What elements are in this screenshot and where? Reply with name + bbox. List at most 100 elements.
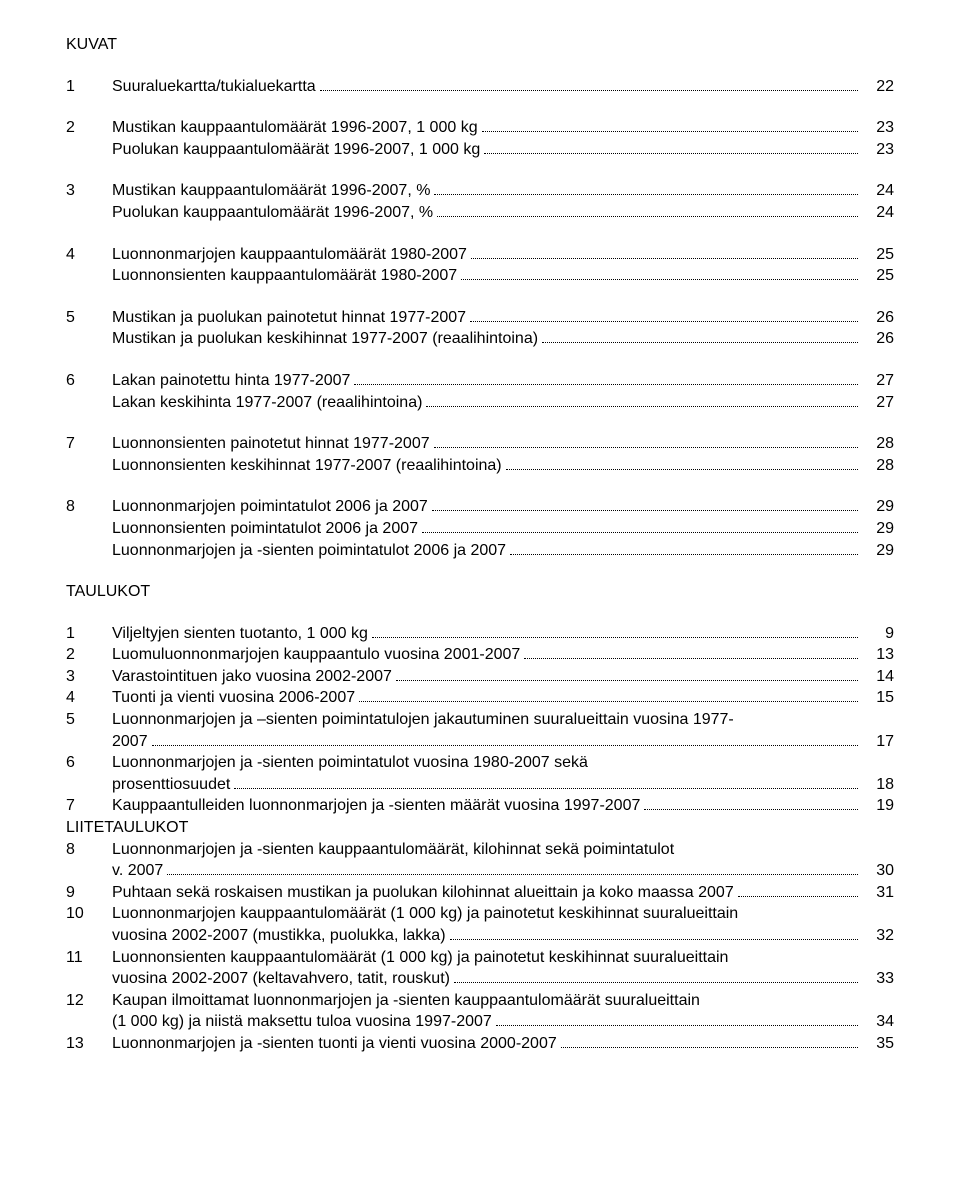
toc-line: 2Luomuluonnonmarjojen kauppaantulo vuosi… — [66, 644, 894, 666]
dot-leader — [167, 863, 858, 875]
toc-line: Lakan keskihinta 1977-2007 (reaalihintoi… — [66, 392, 894, 414]
toc-line: prosenttiosuudet 18 — [66, 774, 894, 796]
dot-leader — [434, 183, 858, 195]
toc-line: Luonnonmarjojen ja -sienten poimintatulo… — [66, 540, 894, 562]
entry-text-col: Mustikan kauppaantulomäärät 1996-2007, 1… — [112, 117, 862, 139]
entry-label: Luonnonmarjojen ja -sienten poimintatulo… — [112, 540, 506, 562]
entry-text-col: Luonnonmarjojen poimintatulot 2006 ja 20… — [112, 496, 862, 518]
entry-page: 32 — [862, 925, 894, 947]
toc-line: 9Puhtaan sekä roskaisen mustikan ja puol… — [66, 882, 894, 904]
entry-page: 29 — [862, 496, 894, 518]
dot-leader — [738, 885, 858, 897]
toc-line: 6Lakan painotettu hinta 1977-200727 — [66, 370, 894, 392]
entry-text-col: vuosina 2002-2007 (mustikka, puolukka, l… — [112, 925, 862, 947]
entry-text-col: v. 2007 — [112, 860, 862, 882]
dot-leader — [482, 120, 858, 132]
entry-page: 27 — [862, 370, 894, 392]
entry-page: 23 — [862, 139, 894, 161]
entry-page: 35 — [862, 1033, 894, 1055]
toc-entry: 5Mustikan ja puolukan painotetut hinnat … — [66, 307, 894, 350]
entry-number: 6 — [66, 370, 112, 392]
toc-line: Luonnonsienten keskihinnat 1977-2007 (re… — [66, 455, 894, 477]
entry-number: 12 — [66, 990, 112, 1012]
toc-line: 13Luonnonmarjojen ja -sienten tuonti ja … — [66, 1033, 894, 1055]
entry-number: 13 — [66, 1033, 112, 1055]
toc-entry: 3Mustikan kauppaantulomäärät 1996-2007, … — [66, 180, 894, 223]
entry-page: 25 — [862, 244, 894, 266]
toc-line: 8Luonnonmarjojen poimintatulot 2006 ja 2… — [66, 496, 894, 518]
entry-text-col: Luonnonsienten kauppaantulomäärät 1980-2… — [112, 265, 862, 287]
entry-page: 15 — [862, 687, 894, 709]
entry-number: 6 — [66, 752, 112, 774]
entry-label: Kaupan ilmoittamat luonnonmarjojen ja -s… — [112, 990, 700, 1012]
toc-entry: 7Luonnonsienten painotetut hinnat 1977-2… — [66, 433, 894, 476]
entry-number: 9 — [66, 882, 112, 904]
entry-number: 3 — [66, 666, 112, 688]
entry-number: 10 — [66, 903, 112, 925]
toc-entry: 5Luonnonmarjojen ja –sienten poimintatul… — [66, 709, 894, 752]
toc-entry: 1Suuraluekartta/tukialuekartta22 — [66, 76, 894, 98]
entry-number: 1 — [66, 623, 112, 645]
heading-taulukot: TAULUKOT — [66, 581, 894, 603]
toc-entry: 7Kauppaantulleiden luonnonmarjojen ja -s… — [66, 795, 894, 817]
entry-text-col: Luonnonmarjojen kauppaantulomäärät 1980-… — [112, 244, 862, 266]
dot-leader — [644, 798, 858, 810]
dot-leader — [359, 690, 858, 702]
entry-page: 24 — [862, 180, 894, 202]
toc-line: 4Tuonti ja vienti vuosina 2006-200715 — [66, 687, 894, 709]
entry-number: 7 — [66, 795, 112, 817]
toc-entry: 6Luonnonmarjojen ja -sienten poimintatul… — [66, 752, 894, 795]
entry-text-col: Luonnonsienten poimintatulot 2006 ja 200… — [112, 518, 862, 540]
entry-label: prosenttiosuudet — [112, 774, 230, 796]
entry-text-col: Luonnonmarjojen kauppaantulomäärät (1 00… — [112, 903, 862, 925]
entry-text-col: Luonnonsienten kauppaantulomäärät (1 000… — [112, 947, 862, 969]
dot-leader — [510, 542, 858, 554]
toc-line: 6Luonnonmarjojen ja -sienten poimintatul… — [66, 752, 894, 774]
entry-label: Luonnonsienten kauppaantulomäärät 1980-2… — [112, 265, 457, 287]
toc-line: v. 200730 — [66, 860, 894, 882]
entry-number: 8 — [66, 839, 112, 861]
toc-entry: 12Kaupan ilmoittamat luonnonmarjojen ja … — [66, 990, 894, 1033]
entry-label: Puolukan kauppaantulomäärät 1996-2007, 1… — [112, 139, 480, 161]
dot-leader — [471, 246, 858, 258]
entry-page: 28 — [862, 455, 894, 477]
entry-label: 2007 — [112, 731, 148, 753]
toc-line: 7Kauppaantulleiden luonnonmarjojen ja -s… — [66, 795, 894, 817]
toc-entry: 4Tuonti ja vienti vuosina 2006-200715 — [66, 687, 894, 709]
toc-entry: 6Lakan painotettu hinta 1977-200727Lakan… — [66, 370, 894, 413]
toc-entry: 8Luonnonmarjojen ja -sienten kauppaantul… — [66, 839, 894, 882]
toc-entry: 10Luonnonmarjojen kauppaantulomäärät (1 … — [66, 903, 894, 946]
entry-label: Luonnonmarjojen kauppaantulomäärät 1980-… — [112, 244, 467, 266]
entry-text-col: Luonnonmarjojen ja -sienten poimintatulo… — [112, 540, 862, 562]
liite-list: 8Luonnonmarjojen ja -sienten kauppaantul… — [66, 839, 894, 1055]
entry-text-col: Kauppaantulleiden luonnonmarjojen ja -si… — [112, 795, 862, 817]
entry-number: 4 — [66, 687, 112, 709]
entry-page: 27 — [862, 392, 894, 414]
kuvat-list: 1Suuraluekartta/tukialuekartta22 2Mustika… — [66, 76, 894, 562]
entry-label: v. 2007 — [112, 860, 163, 882]
toc-line: 5Mustikan ja puolukan painotetut hinnat … — [66, 307, 894, 329]
toc-line: 1Viljeltyjen sienten tuotanto, 1 000 kg9 — [66, 623, 894, 645]
dot-leader — [426, 394, 858, 406]
dot-leader — [561, 1036, 858, 1048]
entry-page: 31 — [862, 882, 894, 904]
entry-label: Kauppaantulleiden luonnonmarjojen ja -si… — [112, 795, 640, 817]
entry-page: 26 — [862, 328, 894, 350]
entry-label: Lakan keskihinta 1977-2007 (reaalihintoi… — [112, 392, 422, 414]
entry-text-col: Varastointituen jako vuosina 2002-2007 — [112, 666, 862, 688]
dot-leader — [461, 268, 858, 280]
entry-text-col: Luonnonsienten painotetut hinnat 1977-20… — [112, 433, 862, 455]
entry-text-col: Luonnonmarjojen ja -sienten tuonti ja vi… — [112, 1033, 862, 1055]
toc-entry: 2Mustikan kauppaantulomäärät 1996-2007, … — [66, 117, 894, 160]
entry-label: Mustikan ja puolukan painotetut hinnat 1… — [112, 307, 466, 329]
entry-page: 18 — [862, 774, 894, 796]
entry-text-col: Puolukan kauppaantulomäärät 1996-2007, % — [112, 202, 862, 224]
entry-page: 34 — [862, 1011, 894, 1033]
entry-text-col: Luomuluonnonmarjojen kauppaantulo vuosin… — [112, 644, 862, 666]
entry-label: Puhtaan sekä roskaisen mustikan ja puolu… — [112, 882, 734, 904]
entry-page: 22 — [862, 76, 894, 98]
dot-leader — [437, 205, 858, 217]
entry-text-col: Puhtaan sekä roskaisen mustikan ja puolu… — [112, 882, 862, 904]
toc-line: 11Luonnonsienten kauppaantulomäärät (1 0… — [66, 947, 894, 969]
entry-label: Mustikan kauppaantulomäärät 1996-2007, % — [112, 180, 430, 202]
